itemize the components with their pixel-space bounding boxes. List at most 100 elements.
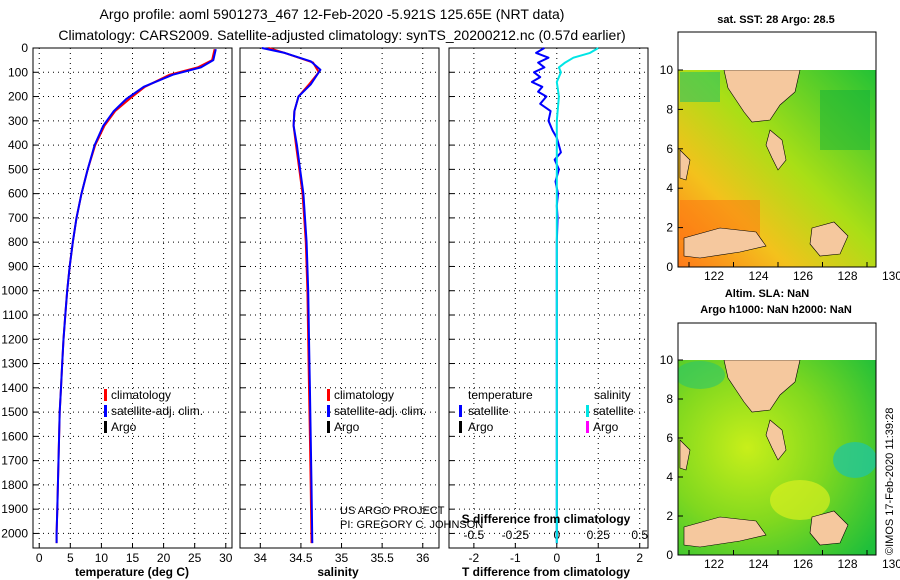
temperature-grid	[33, 47, 232, 548]
sdiff-tick-label-4: 0.5	[631, 528, 648, 542]
sst-land-sulawesi-n	[765, 129, 787, 171]
sla-teal-eddy	[833, 442, 876, 478]
title-line-1: Argo profile: aoml 5901273_467 12-Feb-20…	[100, 6, 565, 22]
legend-d-sal-title: salinity	[594, 388, 631, 402]
legend-d-temp-satellite: satellite	[468, 404, 509, 418]
legend-t-climatology-swatch	[104, 389, 107, 401]
d-xtick-label-2: 0	[553, 551, 560, 565]
sla-land-flores	[683, 516, 767, 548]
d-xtick-label-4: 2	[636, 551, 643, 565]
s-xtick-label-0: 34	[254, 551, 268, 565]
t-xtick-label-0: 0	[36, 551, 43, 565]
sst-nodata-band	[678, 32, 876, 70]
sla-land-borneo	[679, 439, 691, 471]
m1-xtick-label-1: 124	[748, 269, 768, 283]
sla-nodata-band	[678, 323, 876, 360]
pressure-tick-label-8: 800	[8, 235, 28, 249]
sst-land-timor	[809, 221, 849, 257]
sla-texture	[678, 361, 876, 520]
sla-map-title: Altim. SLA: NaN	[725, 288, 809, 300]
pressure-tick-label-5: 500	[8, 162, 28, 176]
salinity-frame	[239, 47, 440, 549]
salinity-difference-x-ticks: -0.5 -0.25 0 0.25 0.5	[464, 528, 649, 542]
legend-t-climatology: climatology	[111, 388, 171, 402]
sla-x-ticks: 122 124 126 128 130	[688, 550, 900, 571]
pressure-tick-label-19: 1900	[1, 502, 28, 516]
sst-cool-patch	[680, 72, 720, 102]
salinity-x-ticks: 34 34.5 35 35.5 36	[254, 543, 430, 565]
legend-d-temp-title: temperature	[468, 388, 533, 402]
legend-d-sal-sat-swatch	[586, 405, 589, 417]
salinity-lines	[261, 47, 322, 544]
sla-land-mindanao	[723, 360, 801, 413]
sla-land-sulawesi-n	[765, 419, 787, 461]
m1-ytick-label-5: 10	[660, 63, 674, 77]
sst-land-flores	[683, 227, 767, 259]
d-xtick-label-3: 1	[595, 551, 602, 565]
t-series-0	[55, 48, 216, 544]
pressure-tick-label-3: 300	[8, 114, 28, 128]
pressure-tick-label-10: 1000	[1, 284, 28, 298]
title-line-2: Climatology: CARS2009. Satellite-adjuste…	[58, 27, 625, 43]
salinity-legend: climatology satellite-adj. clim. Argo	[327, 388, 426, 434]
pressure-tick-label-14: 1400	[1, 381, 28, 395]
legend-s-satellite: satellite-adj. clim.	[334, 404, 426, 418]
salinity-panel: 34 34.5 35 35.5 36 salinity climatology sate…	[239, 47, 483, 579]
m2-ytick-label-4: 8	[666, 392, 673, 406]
difference-x-label: T difference from climatology	[462, 565, 630, 579]
legend-s-climatology-swatch	[327, 389, 330, 401]
m1-xtick-label-3: 128	[837, 269, 857, 283]
s-xtick-label-4: 36	[416, 551, 430, 565]
m2-xtick-label-1: 124	[748, 557, 768, 571]
pressure-tick-label-2: 200	[8, 90, 28, 104]
temperature-x-label: temperature (deg C)	[75, 565, 189, 579]
m1-xtick-label-0: 122	[704, 269, 724, 283]
difference-x-ticks: -2 -1 0 1 2	[469, 543, 643, 565]
pressure-tick-label-13: 1300	[1, 357, 28, 371]
legend-d-sal-argo-swatch	[586, 421, 589, 433]
legend-t-satellite-swatch	[104, 405, 107, 417]
m1-ytick-label-3: 6	[666, 142, 673, 156]
legend-d-temp-sat-swatch	[459, 405, 462, 417]
legend-s-climatology: climatology	[334, 388, 394, 402]
pressure-tick-label-6: 600	[8, 187, 28, 201]
s-xtick-label-2: 35	[335, 551, 349, 565]
pressure-tick-label-18: 1800	[1, 478, 28, 492]
pressure-tick-label-17: 1700	[1, 454, 28, 468]
sst-map: 122 124 126 128 130 0 2 4 6 8 10	[660, 31, 900, 283]
sla-yellow-eddy	[770, 480, 830, 520]
m2-xtick-label-4: 130	[882, 557, 900, 571]
d-xtick-label-1: -1	[510, 551, 521, 565]
sst-land	[679, 70, 849, 259]
sst-cool-patch-2	[820, 90, 870, 150]
s-series-1	[261, 47, 322, 544]
d-xtick-label-0: -2	[469, 551, 480, 565]
sdiff-tick-label-1: -0.25	[502, 528, 530, 542]
salinity-x-label: salinity	[317, 565, 359, 579]
pressure-tick-label-15: 1500	[1, 405, 28, 419]
m1-ytick-label-0: 0	[666, 260, 673, 274]
pressure-tick-label-16: 1600	[1, 429, 28, 443]
legend-d-sal-satellite: satellite	[593, 404, 634, 418]
pressure-tick-label-20: 2000	[1, 526, 28, 540]
imos-stamp: ©IMOS 17-Feb-2020 11:39:28	[884, 408, 896, 555]
legend-t-satellite: satellite-adj. clim.	[111, 404, 203, 418]
credit-pi: PI: GREGORY C. JOHNSON	[340, 519, 483, 531]
m2-ytick-label-2: 4	[666, 470, 673, 484]
m2-ytick-label-3: 6	[666, 431, 673, 445]
sla-y-ticks: 0 2 4 6 8 10	[660, 353, 683, 562]
salinity-difference-label: S difference from climatology	[462, 512, 631, 526]
t-xtick-label-3: 15	[126, 551, 140, 565]
sst-map-title: sat. SST: 28 Argo: 28.5	[717, 14, 835, 26]
temperature-legend: climatology satellite-adj. clim. Argo	[104, 388, 203, 434]
sst-map-frame	[677, 31, 877, 268]
pressure-tick-label-11: 1100	[2, 308, 28, 322]
sla-green-eddy	[678, 361, 725, 389]
t-xtick-label-6: 30	[219, 551, 233, 565]
legend-t-argo-swatch	[104, 421, 107, 433]
m2-ytick-label-0: 0	[666, 548, 673, 562]
s-xtick-label-1: 34.5	[289, 551, 313, 565]
credit-project: US ARGO PROJECT	[340, 505, 445, 517]
pressure-tick-label-1: 100	[8, 65, 28, 79]
m1-xtick-label-4: 130	[882, 269, 900, 283]
